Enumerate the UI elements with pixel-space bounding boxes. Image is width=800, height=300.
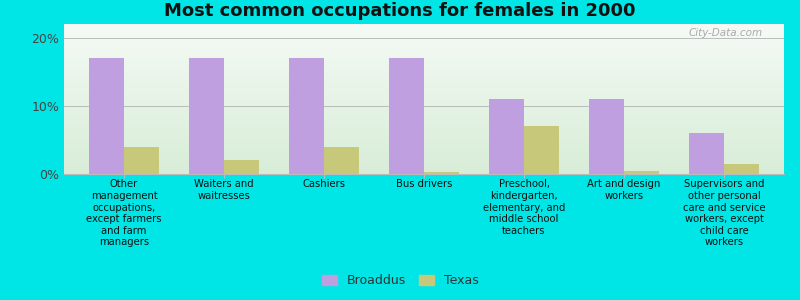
Bar bbox=[289, 58, 324, 174]
Text: City-Data.com: City-Data.com bbox=[688, 28, 762, 38]
Text: Cashiers: Cashiers bbox=[302, 179, 346, 189]
Bar bbox=[724, 164, 759, 174]
Bar bbox=[189, 58, 224, 174]
Bar bbox=[589, 99, 624, 174]
Bar bbox=[324, 147, 359, 174]
Bar bbox=[689, 133, 724, 174]
Bar bbox=[89, 58, 124, 174]
Text: Most common occupations for females in 2000: Most common occupations for females in 2… bbox=[164, 2, 636, 20]
Bar bbox=[624, 171, 659, 174]
Text: Supervisors and
other personal
care and service
workers, except
child care
worke: Supervisors and other personal care and … bbox=[682, 179, 766, 248]
Bar bbox=[489, 99, 524, 174]
Bar bbox=[389, 58, 424, 174]
Text: Bus drivers: Bus drivers bbox=[396, 179, 452, 189]
Text: Art and design
workers: Art and design workers bbox=[587, 179, 661, 201]
Legend: Broaddus, Texas: Broaddus, Texas bbox=[317, 269, 483, 292]
Text: Preschool,
kindergarten,
elementary, and
middle school
teachers: Preschool, kindergarten, elementary, and… bbox=[483, 179, 565, 236]
Bar bbox=[424, 172, 459, 174]
Text: Other
management
occupations,
except farmers
and farm
managers: Other management occupations, except far… bbox=[86, 179, 162, 248]
Bar bbox=[524, 126, 559, 174]
Text: Waiters and
waitresses: Waiters and waitresses bbox=[194, 179, 254, 201]
Bar bbox=[124, 147, 159, 174]
Bar bbox=[224, 160, 259, 174]
